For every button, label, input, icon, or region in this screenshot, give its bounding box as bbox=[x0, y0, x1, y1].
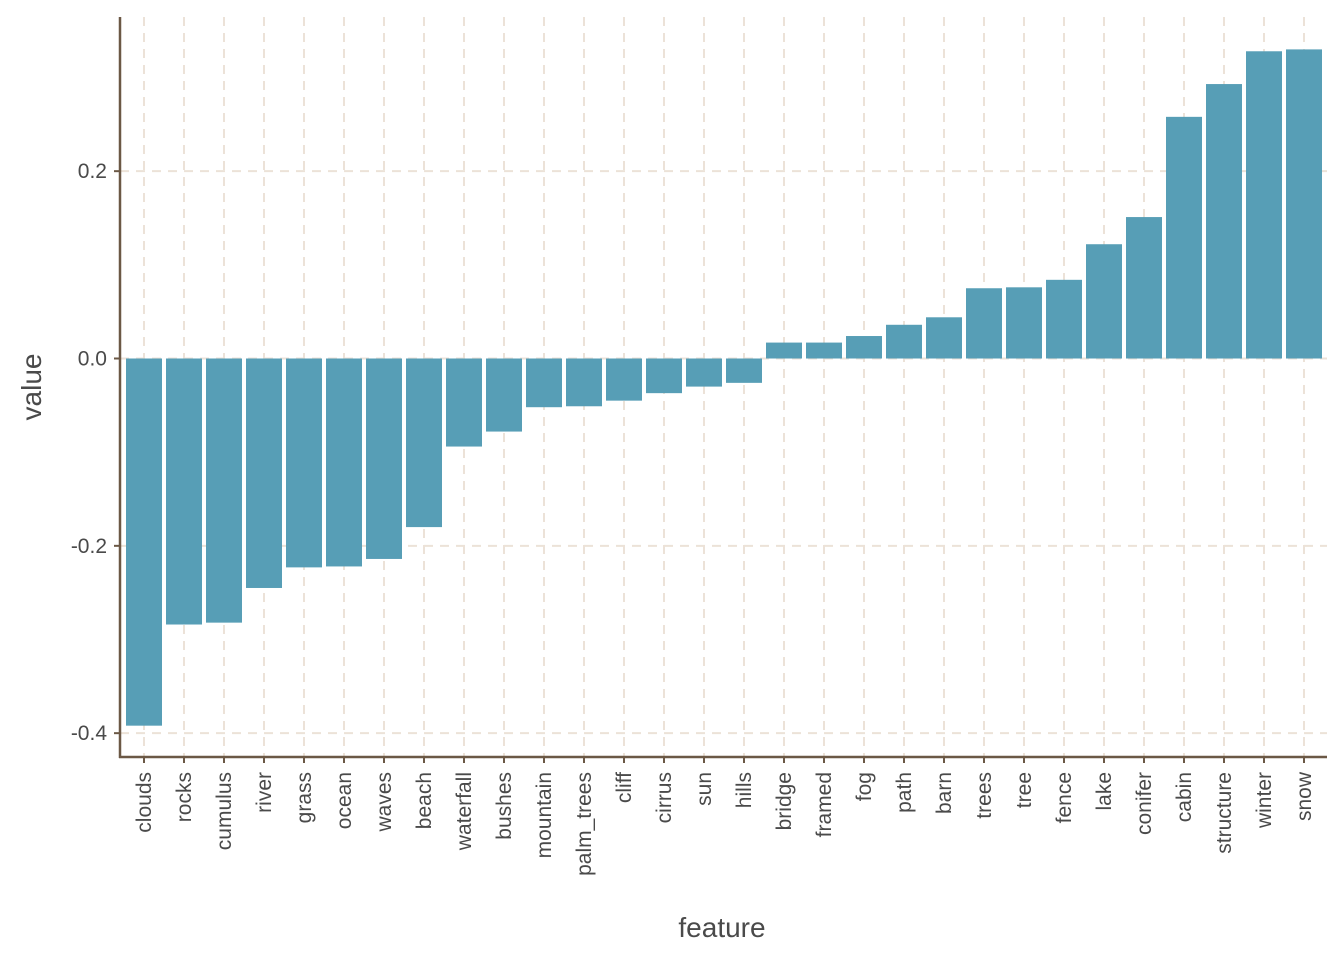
x-tick-label: bushes bbox=[493, 772, 516, 840]
y-tick-label: -0.2 bbox=[71, 535, 107, 558]
bar-ocean bbox=[326, 358, 362, 567]
bar-grass bbox=[286, 358, 322, 568]
bars bbox=[126, 49, 1322, 726]
y-axis-ticks: -0.4 -0.2 0.0 0.2 bbox=[71, 160, 120, 745]
x-tick-label: winter bbox=[1253, 772, 1276, 829]
bar-snow bbox=[1286, 49, 1322, 359]
x-tick-label: framed bbox=[813, 772, 836, 837]
x-tick-label: rocks bbox=[173, 772, 196, 822]
x-tick-label: conifer bbox=[1133, 772, 1156, 835]
x-tick-label: clouds bbox=[133, 772, 156, 833]
x-tick-label: lake bbox=[1093, 772, 1116, 811]
x-tick-label: mountain bbox=[533, 772, 556, 858]
bar-winter bbox=[1246, 51, 1282, 359]
grid-lines bbox=[120, 17, 1327, 757]
bar-cabin bbox=[1166, 116, 1202, 359]
x-tick-label: bridge bbox=[773, 772, 796, 830]
bar-path bbox=[886, 324, 922, 359]
x-tick-label: cirrus bbox=[653, 772, 676, 823]
bar-palm-trees bbox=[566, 358, 602, 407]
x-tick-label: waterfall bbox=[453, 772, 476, 851]
x-tick-label: hills bbox=[733, 772, 756, 808]
bar-structure bbox=[1206, 84, 1242, 359]
x-tick-label: ocean bbox=[333, 772, 356, 829]
bar-clouds bbox=[126, 358, 162, 726]
bar-cumulus bbox=[206, 358, 242, 623]
x-tick-label: waves bbox=[373, 772, 396, 833]
x-tick-label: beach bbox=[413, 772, 436, 829]
bar-waves bbox=[366, 358, 402, 559]
bar-cliff bbox=[606, 358, 642, 401]
bar-bridge bbox=[766, 342, 802, 359]
x-tick-label: structure bbox=[1213, 772, 1236, 854]
x-tick-label: trees bbox=[973, 772, 996, 819]
x-tick-label: palm_trees bbox=[573, 772, 596, 876]
bar-fence bbox=[1046, 279, 1082, 359]
x-tick-label: barn bbox=[933, 772, 956, 814]
bar-waterfall bbox=[446, 358, 482, 447]
bar-tree bbox=[1006, 287, 1042, 359]
x-axis-title: feature bbox=[678, 912, 765, 943]
bar-sun bbox=[686, 358, 722, 387]
x-tick-label: river bbox=[253, 772, 276, 813]
x-tick-label: fence bbox=[1053, 772, 1076, 823]
x-tick-label: sun bbox=[693, 772, 716, 806]
bar-trees bbox=[966, 288, 1002, 359]
bar-lake bbox=[1086, 244, 1122, 359]
x-tick-label: cumulus bbox=[213, 772, 236, 850]
bar-rocks bbox=[166, 358, 202, 625]
bar-hills bbox=[726, 358, 762, 383]
bar-framed bbox=[806, 342, 842, 359]
y-axis-title: value bbox=[16, 354, 47, 421]
x-tick-label: grass bbox=[293, 772, 316, 823]
y-tick-label: 0.2 bbox=[78, 160, 107, 183]
axes bbox=[118, 17, 1327, 759]
bar-barn bbox=[926, 317, 962, 359]
bar-mountain bbox=[526, 358, 562, 408]
x-tick-label: tree bbox=[1013, 772, 1036, 808]
bar-conifer bbox=[1126, 217, 1162, 359]
bar-bushes bbox=[486, 358, 522, 432]
bar-fog bbox=[846, 336, 882, 359]
bar-river bbox=[246, 358, 282, 588]
x-tick-label: fog bbox=[853, 772, 876, 801]
x-tick-label: path bbox=[893, 772, 916, 813]
bar-cirrus bbox=[646, 358, 682, 394]
y-tick-label: -0.4 bbox=[71, 722, 108, 745]
x-tick-label: cliff bbox=[613, 772, 636, 803]
bar-beach bbox=[406, 358, 442, 528]
x-tick-label: cabin bbox=[1173, 772, 1196, 822]
x-axis-ticks: clouds rocks cumulus river grass ocean waves be… bbox=[133, 757, 1316, 876]
x-tick-label: snow bbox=[1293, 771, 1316, 821]
y-tick-label: 0.0 bbox=[78, 348, 107, 371]
